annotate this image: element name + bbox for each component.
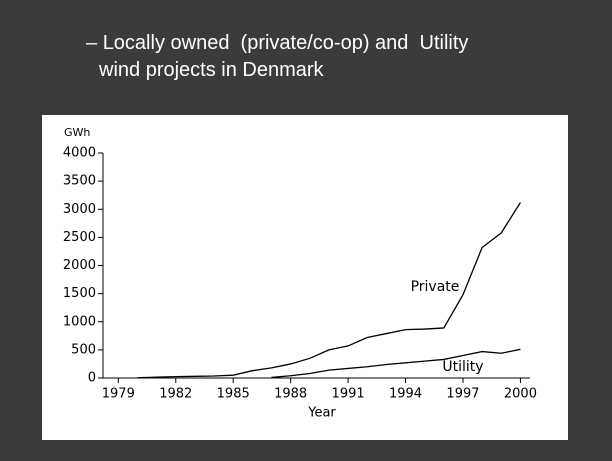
x-tick-label: 1991 xyxy=(332,387,365,402)
series-label: Private xyxy=(411,279,460,295)
x-tick-label: 1988 xyxy=(274,387,307,402)
x-tick-label: 1979 xyxy=(102,387,135,402)
y-tick-label: 1000 xyxy=(63,314,96,329)
y-tick-label: 2500 xyxy=(63,230,96,245)
bullet: – xyxy=(86,32,98,54)
chart: GWh Year 0 500 1000 1500 2000 2500 3000 3500 400… xyxy=(42,115,568,440)
bullet-line: – Locally owned (private/co-op) and Util… xyxy=(86,30,468,57)
y-tick-label: 4000 xyxy=(63,146,96,161)
x-tick-label: 1985 xyxy=(217,387,250,402)
x-tick-label: 1997 xyxy=(446,387,479,402)
y-tick-label: 3500 xyxy=(63,174,96,189)
y-tick-label: 0 xyxy=(88,371,96,386)
y-tick-label: 500 xyxy=(71,342,96,357)
x-tick-label: 1994 xyxy=(389,387,422,402)
series-label: Utility xyxy=(442,359,483,375)
series-line xyxy=(271,348,521,379)
chart-background xyxy=(42,115,568,440)
line: Locally owned (private/co-op) and Utilit… xyxy=(102,32,469,54)
y-tick-label: 1500 xyxy=(63,286,96,301)
x-axis-title: Year xyxy=(307,406,336,421)
series-line xyxy=(137,202,521,379)
x-tick-label: 1982 xyxy=(159,387,192,402)
y-axis-title: GWh xyxy=(64,126,90,139)
x-tick-label: 2000 xyxy=(504,387,537,402)
bullet-text: – Locally owned (private/co-op) and Util… xyxy=(86,30,468,84)
bullet-line: wind projects in Denmark xyxy=(99,59,324,81)
y-tick-label: 2000 xyxy=(63,258,96,273)
y-tick-label: 3000 xyxy=(63,202,96,217)
